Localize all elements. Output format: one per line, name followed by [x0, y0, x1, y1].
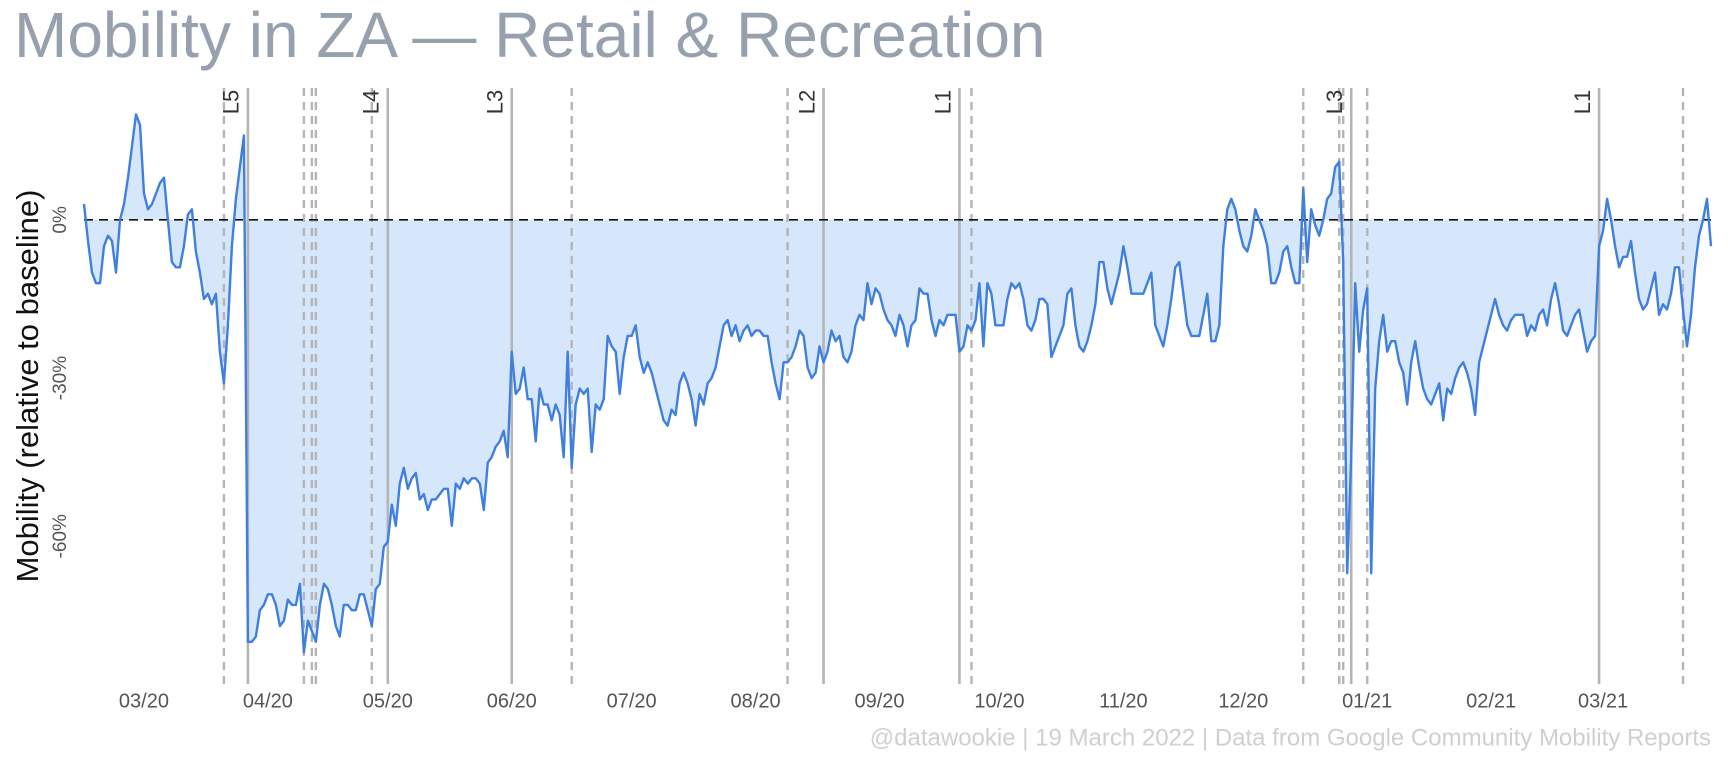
x-tick-label: 02/21: [1466, 690, 1516, 712]
x-tick-label: 10/20: [974, 690, 1024, 712]
level-label: L1: [1570, 90, 1595, 114]
x-tick-label: 01/21: [1342, 690, 1392, 712]
x-tick-label: 08/20: [731, 690, 781, 712]
x-tick-label: 06/20: [487, 690, 537, 712]
x-tick-label: 03/21: [1578, 690, 1628, 712]
level-label: L2: [794, 90, 819, 114]
level-label: L5: [219, 90, 244, 114]
footer: @datawookie | 19 March 2022 | Data from …: [870, 724, 1711, 751]
area: [84, 114, 1711, 653]
y-tick-label: 0%: [50, 206, 71, 234]
y-tick-label: -30%: [50, 356, 71, 400]
x-tick-label: 04/20: [243, 690, 293, 712]
level-label: L4: [359, 90, 384, 114]
x-tick-label: 09/20: [854, 690, 904, 712]
line: [82, 113, 1713, 654]
level-label: L3: [483, 90, 508, 114]
x-tick-label: 07/20: [607, 690, 657, 712]
x-tick-label: 03/20: [119, 690, 169, 712]
x-tick-label: 12/20: [1218, 690, 1268, 712]
y-axis-label: Mobility (relative to baseline): [10, 190, 45, 583]
y-tick-label: -60%: [50, 514, 71, 558]
x-tick-label: 05/20: [363, 690, 413, 712]
chart-title: Mobility in ZA — Retail & Recreation: [14, 0, 1046, 71]
level-label: L3: [1322, 90, 1347, 114]
x-tick-label: 11/20: [1099, 690, 1148, 712]
level-label: L1: [930, 90, 955, 114]
